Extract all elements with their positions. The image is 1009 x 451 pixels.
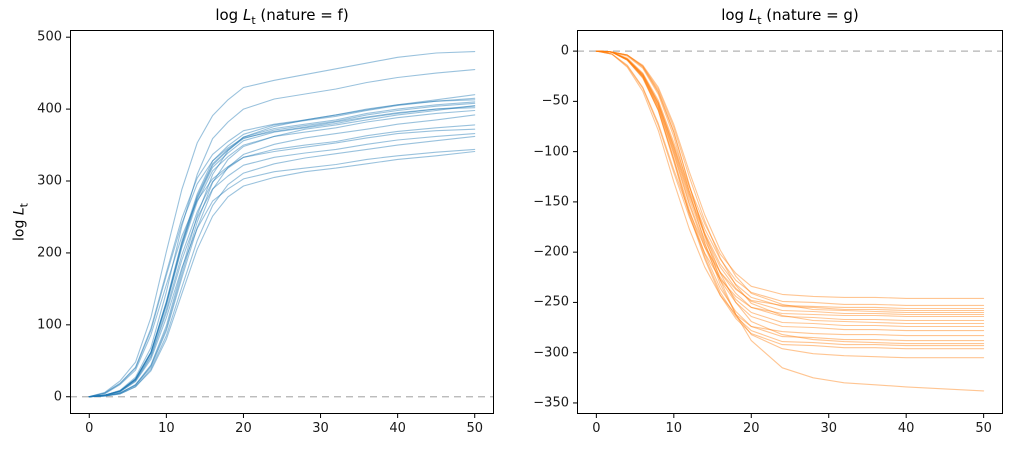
title-variable: L	[242, 6, 252, 24]
title-suffix: (nature = g)	[761, 6, 859, 24]
title-log-prefix: log	[721, 6, 749, 24]
x-tick-label: 0	[592, 421, 601, 436]
x-tick-label: 30	[312, 421, 329, 436]
trajectory-line	[88, 109, 476, 398]
y-tick-label: −100	[533, 144, 569, 160]
trajectory-line	[88, 94, 476, 398]
y-tick-label: −50	[541, 93, 569, 109]
trajectory-line	[88, 150, 476, 398]
trajectory-line	[88, 128, 476, 398]
trajectory-line	[595, 50, 985, 322]
trajectory-line	[595, 50, 985, 306]
title-log-prefix: log	[215, 6, 243, 24]
title-suffix: (nature = f)	[255, 6, 349, 24]
trajectory-line	[88, 99, 476, 398]
trajectory-line	[595, 50, 985, 350]
trajectory-line	[88, 107, 476, 398]
x-tick-label: 50	[466, 421, 483, 436]
axes-spines	[70, 30, 494, 414]
trajectory-line	[595, 50, 985, 312]
left-plot-canvas	[66, 30, 494, 418]
x-tick-label: 10	[158, 421, 175, 436]
title-subscript: t	[757, 14, 762, 27]
trajectory-line	[595, 50, 985, 392]
title-variable: L	[748, 6, 758, 24]
y-tick-label: −300	[533, 345, 569, 361]
x-tick-label: 0	[85, 421, 94, 436]
trajectory-line	[88, 101, 476, 398]
left-plot-title: log Lt (nature = f)	[215, 6, 348, 27]
x-tick-label: 30	[820, 421, 837, 436]
trajectory-line	[595, 50, 985, 345]
y-tick-label: 400	[37, 101, 62, 117]
y-tick-label: 500	[37, 29, 62, 45]
trajectory-line	[88, 105, 476, 398]
trajectory-line	[88, 133, 476, 398]
y-tick-label: −350	[533, 395, 569, 411]
trajectory-line	[595, 50, 985, 325]
title-subscript: t	[251, 14, 256, 27]
right-plot-title: log Lt (nature = g)	[721, 6, 859, 27]
trajectory-line	[595, 50, 985, 316]
y-tick-label: −150	[533, 194, 569, 210]
trajectory-line	[88, 104, 476, 398]
x-tick-label: 20	[235, 421, 252, 436]
trajectory-line	[88, 97, 476, 398]
axes-spines	[577, 30, 1003, 414]
trajectory-line	[595, 50, 985, 299]
trajectory-line	[88, 148, 476, 398]
trajectory-line	[595, 50, 985, 342]
trajectory-line	[88, 135, 476, 398]
x-tick-label: 10	[665, 421, 683, 436]
trajectory-line	[88, 69, 476, 398]
right-plot-canvas	[573, 30, 1003, 418]
trajectory-line	[88, 51, 476, 398]
x-tick-label: 40	[897, 421, 915, 436]
trajectory-line	[595, 50, 985, 337]
trajectory-line	[595, 50, 985, 328]
trajectory-line	[88, 102, 476, 398]
right-plot-area	[573, 30, 1003, 418]
trajectory-line	[595, 50, 985, 332]
y-tick-label: 300	[37, 173, 62, 189]
y-axis-label: log Lt	[12, 203, 31, 241]
y-tick-label: 0	[560, 43, 569, 59]
y-tick-label: −200	[533, 244, 569, 260]
left-plot-area	[66, 30, 494, 418]
x-tick-label: 20	[742, 421, 760, 436]
y-tick-label: 100	[37, 317, 62, 333]
y-tick-label: 200	[37, 245, 62, 261]
ylabel-variable: L	[11, 207, 28, 216]
trajectory-line	[595, 50, 985, 310]
y-tick-label: −250	[533, 294, 569, 310]
trajectory-line	[88, 124, 476, 398]
trajectory-line	[595, 50, 985, 318]
x-tick-label: 40	[389, 421, 406, 436]
trajectory-line	[595, 50, 985, 314]
trajectory-line	[88, 114, 476, 398]
ylabel-log-prefix: log	[11, 215, 28, 241]
trajectory-line	[595, 50, 985, 347]
y-tick-label: 0	[53, 389, 62, 405]
ylabel-subscript: t	[17, 203, 31, 208]
trajectory-line	[595, 50, 985, 359]
x-tick-label: 50	[975, 421, 992, 436]
